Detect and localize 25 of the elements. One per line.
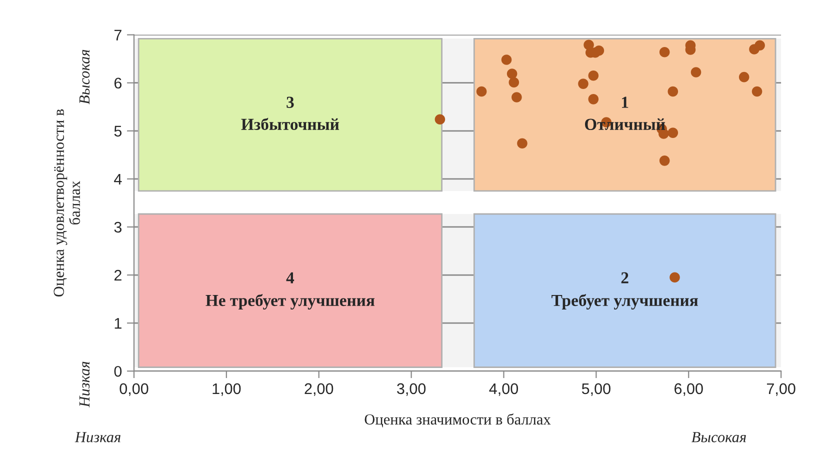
text: Высокая bbox=[691, 432, 746, 442]
y-tick-label: 6 bbox=[114, 78, 122, 89]
x-tick-label: 4,00 bbox=[489, 383, 518, 396]
y-tick-label: 3 bbox=[114, 222, 122, 233]
y-tick-label: 0 bbox=[114, 366, 122, 377]
y-tick-label: 4 bbox=[114, 174, 122, 184]
x-axis-title: Оценка значимости в баллах bbox=[364, 414, 551, 428]
band-label: 4 Не требует улучшения bbox=[206, 272, 375, 310]
x-tick-label: 5,00 bbox=[582, 383, 610, 396]
x-tick-label: 0,00 bbox=[120, 383, 148, 396]
text: Низкая bbox=[74, 432, 120, 442]
y-axis-title: Оценка удовлетворённости в баллах bbox=[54, 109, 80, 296]
text: Высокая bbox=[79, 50, 90, 104]
y-tick-label: 7 bbox=[114, 30, 122, 40]
x-tick-label: 6,00 bbox=[674, 383, 703, 396]
y-tick-label: 1 bbox=[114, 318, 122, 329]
y-tick-label: 5 bbox=[114, 126, 122, 137]
x-tick-label: 2,00 bbox=[304, 383, 334, 396]
band-label: 2 Требует улучшения bbox=[552, 272, 698, 310]
x-tick-label: 3,00 bbox=[397, 383, 426, 396]
x-tick-label: 1,00 bbox=[212, 383, 241, 396]
y-tick-label: 2 bbox=[114, 270, 122, 281]
text: Низкая bbox=[79, 362, 90, 408]
x-tick-label: 7,00 bbox=[766, 383, 796, 396]
band-label: 3 Избыточный bbox=[241, 96, 340, 130]
